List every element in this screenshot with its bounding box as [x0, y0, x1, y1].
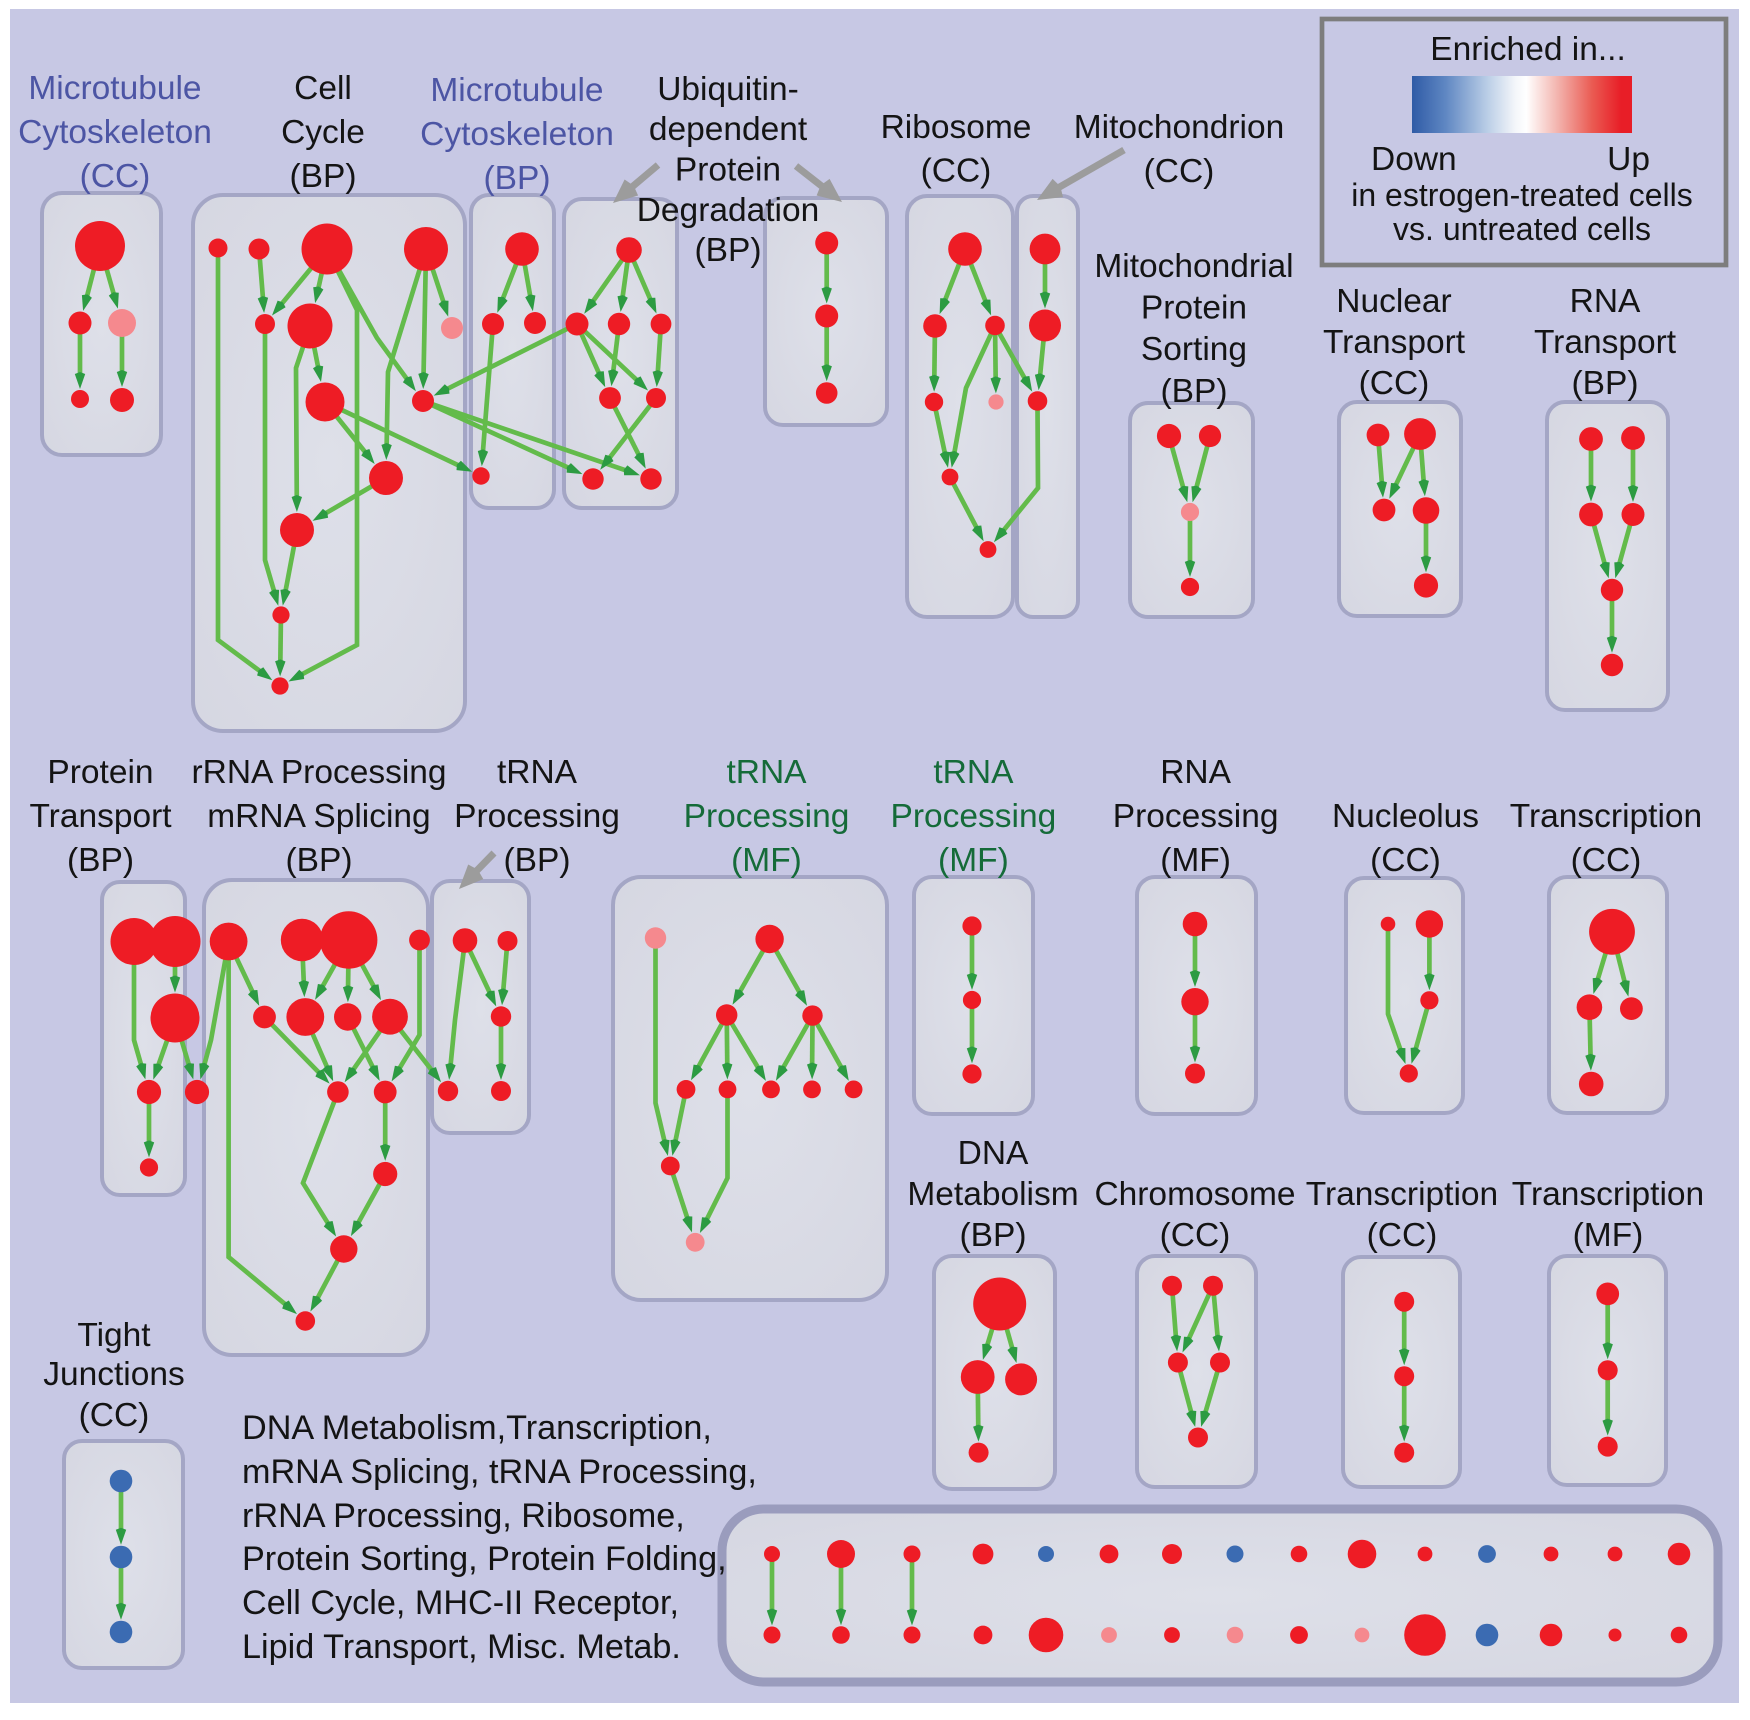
- svg-text:(BP): (BP): [695, 232, 762, 269]
- svg-text:mRNA Splicing: mRNA Splicing: [207, 798, 430, 835]
- svg-text:Transport: Transport: [1323, 324, 1466, 361]
- svg-text:Degradation: Degradation: [637, 192, 820, 229]
- svg-text:(CC): (CC): [1160, 1217, 1231, 1254]
- svg-text:in estrogen-treated cells: in estrogen-treated cells: [1351, 177, 1693, 213]
- svg-text:rRNA Processing: rRNA Processing: [191, 754, 446, 791]
- svg-text:(CC): (CC): [1359, 365, 1430, 402]
- svg-text:tRNA: tRNA: [933, 754, 1014, 791]
- svg-text:Cytoskeleton: Cytoskeleton: [18, 114, 212, 151]
- svg-text:(CC): (CC): [1370, 842, 1441, 879]
- svg-text:Down: Down: [1371, 141, 1457, 178]
- svg-text:Ribosome: Ribosome: [881, 109, 1032, 146]
- svg-text:Up: Up: [1607, 141, 1650, 178]
- svg-text:Processing: Processing: [684, 798, 850, 835]
- svg-text:RNA: RNA: [1570, 283, 1641, 320]
- svg-text:Processing: Processing: [454, 798, 620, 835]
- svg-text:(MF): (MF): [938, 842, 1009, 879]
- svg-text:Transcription: Transcription: [1510, 798, 1702, 835]
- svg-text:vs. untreated cells: vs. untreated cells: [1393, 211, 1651, 247]
- svg-text:Processing: Processing: [1113, 798, 1279, 835]
- svg-text:(BP): (BP): [286, 842, 353, 879]
- svg-text:Chromosome: Chromosome: [1094, 1176, 1295, 1213]
- svg-text:(CC): (CC): [79, 1397, 150, 1434]
- svg-text:Transcription: Transcription: [1512, 1176, 1704, 1213]
- svg-text:Nuclear: Nuclear: [1336, 283, 1451, 320]
- svg-text:(CC): (CC): [1144, 153, 1215, 190]
- svg-text:Cell Cycle, MHC-II Receptor,: Cell Cycle, MHC-II Receptor,: [242, 1584, 679, 1622]
- svg-text:(BP): (BP): [504, 842, 571, 879]
- svg-text:Cytoskeleton: Cytoskeleton: [420, 116, 614, 153]
- svg-text:Mitochondrion: Mitochondrion: [1074, 109, 1284, 146]
- svg-text:Transcription: Transcription: [1306, 1176, 1498, 1213]
- svg-text:rRNA Processing, Ribosome,: rRNA Processing, Ribosome,: [242, 1497, 685, 1535]
- svg-text:(BP): (BP): [484, 160, 551, 197]
- svg-text:(CC): (CC): [921, 153, 992, 190]
- svg-text:Protein: Protein: [675, 152, 781, 189]
- svg-text:Protein: Protein: [1141, 290, 1247, 327]
- svg-text:(BP): (BP): [960, 1217, 1027, 1254]
- svg-text:Metabolism: Metabolism: [907, 1176, 1078, 1213]
- svg-text:Protein: Protein: [47, 754, 153, 791]
- svg-text:Lipid Transport, Misc. Metab.: Lipid Transport, Misc. Metab.: [242, 1628, 681, 1666]
- svg-text:Cell: Cell: [294, 70, 352, 107]
- svg-text:tRNA: tRNA: [497, 754, 578, 791]
- svg-text:(BP): (BP): [1572, 365, 1639, 402]
- svg-text:(BP): (BP): [290, 158, 357, 195]
- svg-text:(BP): (BP): [67, 842, 134, 879]
- svg-text:Enriched in...: Enriched in...: [1430, 31, 1626, 68]
- svg-text:Transport: Transport: [1534, 324, 1677, 361]
- svg-text:(CC): (CC): [80, 158, 151, 195]
- svg-text:mRNA Splicing, tRNA Processing: mRNA Splicing, tRNA Processing,: [242, 1453, 757, 1491]
- svg-text:Microtubule: Microtubule: [28, 70, 201, 107]
- svg-text:(CC): (CC): [1571, 842, 1642, 879]
- svg-text:Protein Sorting, Protein Foldi: Protein Sorting, Protein Folding,: [242, 1540, 727, 1578]
- svg-text:Microtubule: Microtubule: [430, 72, 603, 109]
- svg-text:DNA: DNA: [958, 1135, 1029, 1172]
- svg-text:Transport: Transport: [29, 798, 172, 835]
- svg-text:Nucleolus: Nucleolus: [1332, 798, 1479, 835]
- svg-text:Mitochondrial: Mitochondrial: [1094, 248, 1293, 285]
- svg-text:(CC): (CC): [1367, 1217, 1438, 1254]
- svg-text:Tight: Tight: [77, 1317, 151, 1354]
- svg-text:Ubiquitin-: Ubiquitin-: [657, 71, 799, 108]
- svg-text:DNA Metabolism,Transcription,: DNA Metabolism,Transcription,: [242, 1409, 712, 1447]
- svg-text:dependent: dependent: [649, 111, 808, 148]
- svg-text:Processing: Processing: [891, 798, 1057, 835]
- svg-text:Sorting: Sorting: [1141, 331, 1247, 368]
- svg-text:tRNA: tRNA: [726, 754, 807, 791]
- svg-text:(MF): (MF): [731, 842, 802, 879]
- svg-text:Cycle: Cycle: [281, 114, 365, 151]
- svg-text:RNA: RNA: [1160, 754, 1231, 791]
- svg-text:(MF): (MF): [1160, 842, 1231, 879]
- svg-text:(MF): (MF): [1573, 1217, 1644, 1254]
- svg-text:Junctions: Junctions: [43, 1356, 185, 1393]
- svg-text:(BP): (BP): [1161, 373, 1228, 410]
